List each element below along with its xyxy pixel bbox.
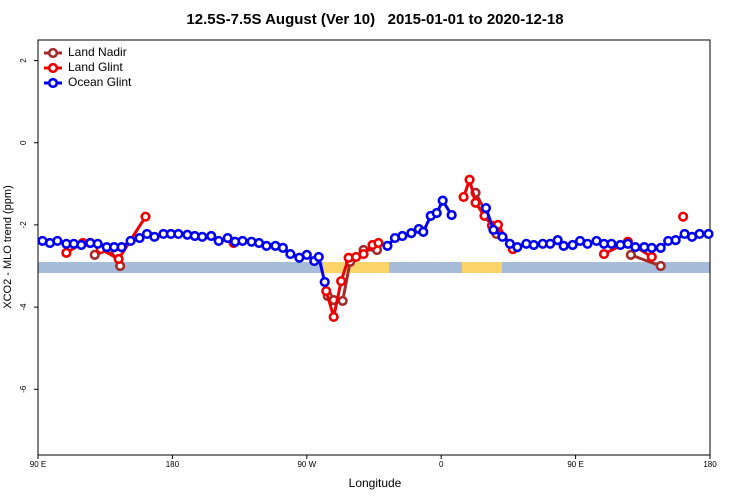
- point: [470, 197, 481, 208]
- point: [328, 311, 339, 323]
- y-tick-label: -6: [19, 385, 28, 393]
- point: [277, 242, 289, 254]
- point: [558, 240, 569, 251]
- legend-label: Ocean Glint: [68, 75, 132, 89]
- y-tick-label: -4: [19, 303, 28, 311]
- point: [528, 239, 539, 251]
- point: [606, 238, 617, 249]
- point: [625, 249, 636, 260]
- legend-marker: [47, 62, 59, 74]
- point: [598, 248, 610, 260]
- point: [261, 240, 272, 251]
- point: [337, 295, 348, 307]
- point: [76, 239, 87, 251]
- x-tick-label: 0: [439, 460, 444, 469]
- chart-title: 12.5S-7.5S August (Ver 10) 2015-01-01 to…: [186, 11, 563, 28]
- land-strip: [323, 262, 389, 273]
- point: [655, 260, 666, 272]
- point: [703, 228, 714, 240]
- x-tick-label: 90 E: [30, 460, 46, 469]
- surface-strip: [38, 262, 710, 273]
- y-axis-label: XCO2 - MLO trend (ppm): [2, 185, 14, 308]
- point: [406, 228, 417, 239]
- x-tick-label: 180: [703, 460, 717, 469]
- y-tick-label: 0: [19, 140, 28, 145]
- x-axis-label: Longitude: [349, 476, 402, 490]
- legend-label: Land Nadir: [68, 45, 127, 59]
- point: [488, 224, 499, 235]
- point: [446, 209, 457, 221]
- point: [437, 195, 448, 206]
- point: [89, 249, 100, 260]
- legend-marker: [47, 47, 59, 59]
- point: [630, 241, 641, 253]
- point: [92, 238, 103, 249]
- point: [61, 247, 72, 258]
- x-tick-label: 90 E: [567, 460, 583, 469]
- x-tick-label: 90 W: [297, 460, 316, 469]
- point: [397, 230, 408, 242]
- point: [458, 191, 469, 203]
- point: [646, 242, 657, 254]
- point: [373, 237, 384, 249]
- point: [512, 241, 523, 253]
- point: [336, 276, 347, 287]
- land-strip: [462, 262, 502, 273]
- y-tick-label: -2: [19, 221, 28, 229]
- point: [545, 238, 556, 249]
- point: [140, 211, 151, 222]
- point: [655, 242, 666, 254]
- point: [134, 232, 145, 244]
- point: [670, 235, 681, 246]
- point: [116, 241, 127, 253]
- point: [582, 238, 593, 249]
- point: [206, 230, 217, 242]
- point: [552, 235, 563, 246]
- point: [480, 202, 492, 214]
- point: [431, 207, 442, 219]
- point: [694, 228, 705, 240]
- point: [382, 240, 393, 251]
- point: [358, 248, 369, 260]
- point: [285, 248, 296, 260]
- point: [497, 231, 508, 242]
- point: [464, 174, 475, 185]
- point: [313, 251, 324, 263]
- point: [319, 276, 330, 288]
- point: [567, 239, 578, 251]
- legend-marker: [47, 77, 59, 89]
- point: [222, 232, 233, 244]
- point: [113, 253, 124, 265]
- point: [125, 235, 136, 247]
- point: [149, 231, 160, 242]
- legend-label: Land Glint: [68, 60, 123, 74]
- point: [173, 228, 184, 240]
- point: [301, 249, 312, 260]
- point: [197, 231, 208, 242]
- point: [321, 285, 332, 297]
- point: [678, 211, 689, 222]
- x-tick-label: 180: [166, 460, 180, 469]
- y-tick-label: 2: [19, 58, 28, 63]
- plot-frame: [37, 39, 711, 456]
- point: [418, 226, 429, 237]
- point: [646, 251, 657, 263]
- point: [213, 235, 224, 247]
- point: [237, 235, 248, 247]
- point: [52, 235, 63, 247]
